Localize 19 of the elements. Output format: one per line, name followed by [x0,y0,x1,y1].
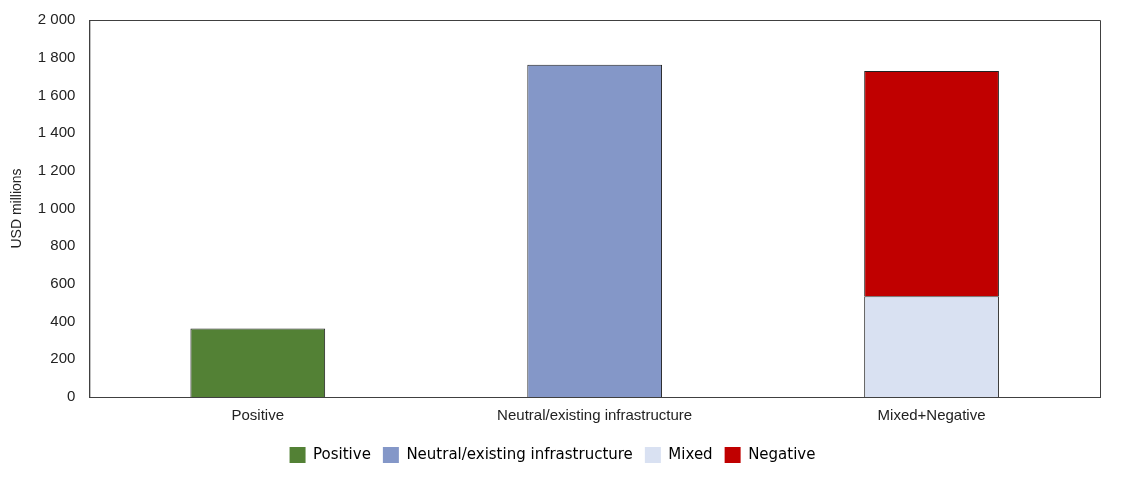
y-tick-label: 0 [66,387,76,405]
y-tick-label: 400 [50,311,76,329]
y-tick-label: 2 000 [37,10,76,28]
y-tick-label: 1 600 [37,85,76,103]
y-axis-title: USD millions [8,168,25,249]
legend-label: Positive [313,444,371,463]
y-tick-label: 1 800 [37,47,76,65]
y-tick-label: 1 400 [37,123,76,141]
legend-label: Negative [748,444,816,463]
y-tick-label: 1 200 [37,160,76,178]
x-tick-label: Positive [231,406,285,424]
x-tick-label: Neutral/existing infrastructure [497,406,693,424]
y-tick-label: 600 [50,274,76,292]
y-tick-label: 200 [50,349,76,367]
y-tick-label: 800 [50,236,76,254]
legend-label: Mixed [668,444,713,463]
x-tick-label: Mixed+Negative [877,406,986,424]
y-tick-label: 1 000 [37,198,76,216]
legend-label: Neutral/existing infrastructure [406,444,633,463]
